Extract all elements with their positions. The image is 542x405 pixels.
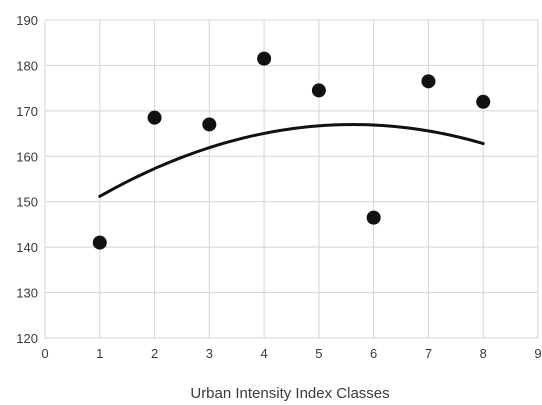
grid-layer	[44, 19, 539, 339]
x-tick-label: 7	[425, 346, 432, 361]
x-tick-label: 5	[315, 346, 322, 361]
y-tick-label: 160	[16, 149, 38, 164]
x-axis-title: Urban Intensity Index Classes	[190, 385, 389, 402]
trendline	[98, 123, 485, 198]
y-tick-label: 150	[16, 195, 38, 210]
y-tick-label: 180	[16, 58, 38, 73]
data-point	[92, 235, 107, 250]
data-point	[366, 210, 381, 225]
y-tick-label: 170	[16, 104, 38, 119]
y-tick-label: 120	[16, 331, 38, 346]
y-tick-label: 130	[16, 286, 38, 301]
x-tick-label: 8	[480, 346, 487, 361]
x-tick-label: 0	[41, 346, 48, 361]
points-layer	[92, 51, 491, 250]
x-tick-label: 6	[370, 346, 377, 361]
x-tick-label: 9	[534, 346, 541, 361]
x-tick-label: 4	[260, 346, 267, 361]
y-tick-label: 190	[16, 13, 38, 28]
y-tick-label: 140	[16, 240, 38, 255]
trendline-layer	[98, 123, 485, 198]
data-point	[476, 94, 491, 109]
data-point	[421, 74, 436, 89]
y-tick-labels: 120 130 140 150 160 170 180 190	[16, 13, 38, 346]
data-point	[202, 117, 217, 132]
x-tick-labels: 0 1 2 3 4 5 6 7 8 9	[41, 346, 541, 361]
x-tick-label: 1	[96, 346, 103, 361]
data-point	[147, 110, 162, 125]
x-tick-label: 2	[151, 346, 158, 361]
x-tick-label: 3	[206, 346, 213, 361]
data-point	[311, 83, 326, 98]
data-point	[257, 51, 272, 66]
